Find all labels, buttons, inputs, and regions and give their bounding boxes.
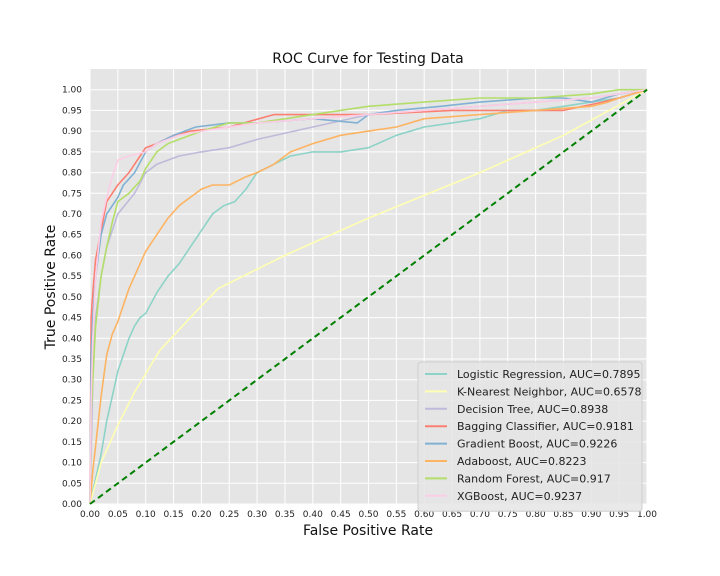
x-tick-label: 0.70 bbox=[470, 510, 490, 520]
legend-entry: Random Forest, AUC=0.917 bbox=[457, 472, 611, 485]
y-tick-label: 0.90 bbox=[62, 127, 82, 137]
y-tick-label: 0.45 bbox=[62, 314, 82, 324]
x-tick-label: 1.00 bbox=[637, 510, 657, 520]
legend-entry: Logistic Regression, AUC=0.7895 bbox=[457, 368, 640, 381]
y-tick-label: 0.35 bbox=[62, 355, 82, 365]
legend: Logistic Regression, AUC=0.7895 K-Nearest… bbox=[417, 361, 643, 512]
series-line-1 bbox=[89, 88, 648, 505]
y-tick-label: 0.10 bbox=[62, 459, 82, 469]
y-tick-label: 0.05 bbox=[62, 479, 82, 489]
y-axis-label: True Positive Rate bbox=[43, 225, 59, 351]
x-tick-label: 0.45 bbox=[331, 510, 351, 520]
y-tick-label: 0.00 bbox=[62, 500, 82, 510]
y-tick-label: 0.75 bbox=[62, 189, 82, 199]
y-tick-label: 0.40 bbox=[62, 334, 82, 344]
y-tick-labels: 0.00 0.05 0.10 0.15 0.20 0.25 0.30 0.35 0.40 0.45… bbox=[62, 86, 82, 510]
x-tick-label: 0.80 bbox=[526, 510, 546, 520]
x-tick-label: 0.25 bbox=[219, 510, 239, 520]
y-tick-label: 0.15 bbox=[62, 438, 82, 448]
legend-entry: XGBoost, AUC=0.9237 bbox=[457, 490, 582, 503]
y-tick-label: 0.25 bbox=[62, 396, 82, 406]
y-tick-label: 0.50 bbox=[62, 293, 82, 303]
x-tick-label: 0.05 bbox=[108, 510, 128, 520]
series-lines bbox=[89, 88, 648, 505]
y-tick-label: 0.20 bbox=[62, 417, 82, 427]
y-tick-label: 0.60 bbox=[62, 251, 82, 261]
chart-title: ROC Curve for Testing Data bbox=[272, 51, 464, 67]
y-tick-label: 0.70 bbox=[62, 210, 82, 220]
series-line-6 bbox=[89, 88, 647, 505]
y-tick-label: 0.55 bbox=[62, 272, 82, 282]
x-tick-label: 0.75 bbox=[498, 510, 518, 520]
x-tick-label: 0.55 bbox=[386, 510, 406, 520]
x-tick-label: 0.95 bbox=[609, 510, 629, 520]
x-tick-label: 0.65 bbox=[442, 510, 462, 520]
legend-entry: Gradient Boost, AUC=0.9226 bbox=[457, 438, 617, 451]
x-axis-label: False Positive Rate bbox=[303, 523, 433, 539]
legend-entry: K-Nearest Neighbor, AUC=0.6578 bbox=[457, 385, 642, 398]
legend-box bbox=[417, 361, 643, 512]
series-line-5 bbox=[89, 88, 648, 505]
x-tick-label: 0.50 bbox=[358, 510, 378, 520]
x-tick-label: 0.35 bbox=[275, 510, 295, 520]
y-tick-label: 0.65 bbox=[62, 231, 82, 241]
x-tick-label: 0.85 bbox=[553, 510, 573, 520]
y-tick-label: 0.80 bbox=[62, 169, 82, 179]
y-tick-label: 0.85 bbox=[62, 148, 82, 158]
y-tick-label: 1.00 bbox=[62, 86, 82, 96]
y-tick-label: 0.95 bbox=[62, 106, 82, 116]
diagonal-reference-line bbox=[89, 88, 648, 505]
x-tick-label: 0.90 bbox=[581, 510, 601, 520]
legend-entry: Bagging Classifier, AUC=0.9181 bbox=[457, 420, 634, 433]
x-tick-label: 0.00 bbox=[80, 510, 100, 520]
x-tick-label: 0.60 bbox=[414, 510, 434, 520]
x-tick-labels: 0.00 0.05 0.10 0.15 0.20 0.25 0.30 0.35 0.40 0.45… bbox=[80, 510, 657, 520]
x-tick-label: 0.15 bbox=[164, 510, 184, 520]
x-tick-label: 0.40 bbox=[303, 510, 323, 520]
x-tick-label: 0.30 bbox=[247, 510, 267, 520]
legend-entry: Decision Tree, AUC=0.8938 bbox=[457, 403, 608, 416]
x-tick-label: 0.10 bbox=[136, 510, 156, 520]
x-tick-label: 0.20 bbox=[191, 510, 211, 520]
legend-entry: Adaboost, AUC=0.8223 bbox=[457, 455, 587, 468]
series-line-0 bbox=[89, 88, 648, 505]
series-line-7 bbox=[89, 88, 648, 505]
y-tick-label: 0.30 bbox=[62, 376, 82, 386]
